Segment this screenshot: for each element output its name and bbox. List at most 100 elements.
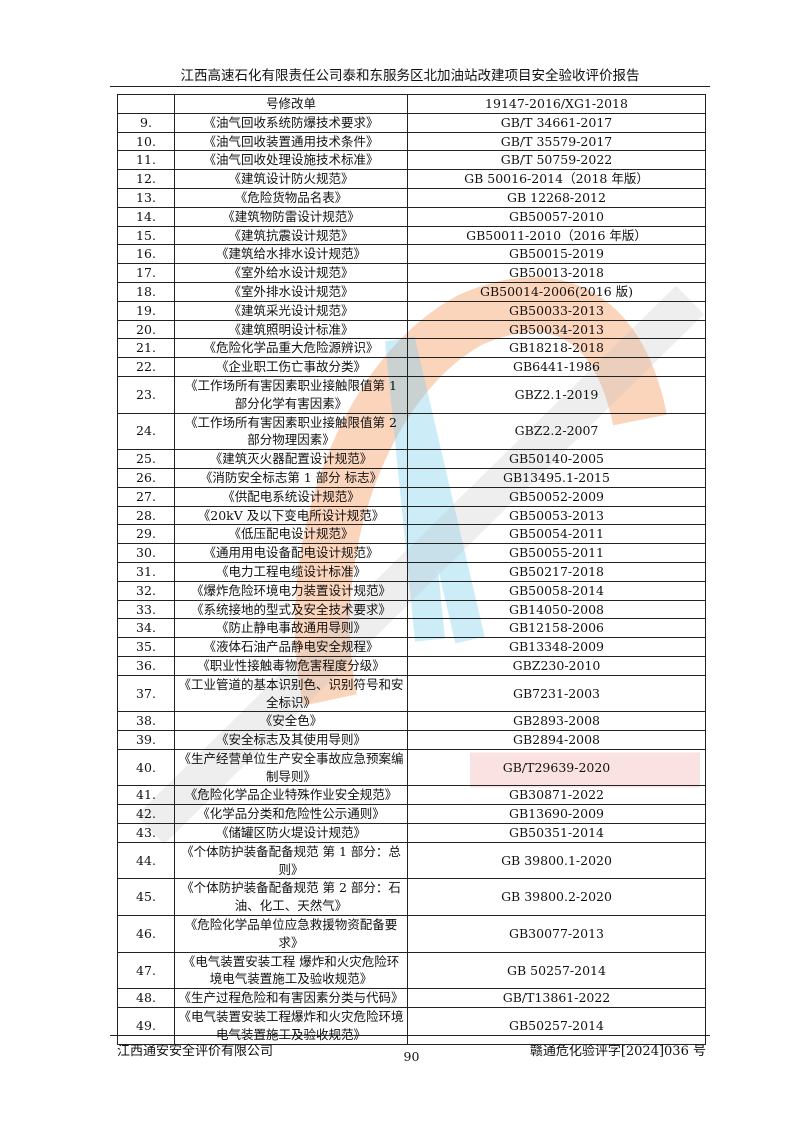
row-number: 14.	[117, 206, 175, 227]
standard-code: GB50058-2014	[407, 580, 706, 601]
page-body: 号修改单 19147-2016/XG1-2018 9. 《油气回收系统防爆技术要求》 G…	[117, 94, 706, 1065]
standard-code: GB/T 50759-2022	[407, 150, 706, 171]
standard-code: GB 39800.2-2020	[407, 878, 706, 917]
standard-title: 《生产过程危险和有害因素分类与代码》	[174, 988, 408, 1009]
table-row: 30. 《通用用电设备配电设计规范》 GB50055-2011	[117, 543, 706, 563]
standard-code: GB14050-2008	[407, 599, 706, 620]
table-row: 46. 《危险化学品单位应急救援物资配备要求》 GB30077-2013	[117, 915, 706, 953]
row-number: 24.	[117, 412, 175, 451]
standard-code: GB50140-2005	[407, 449, 706, 469]
standard-code: GB50033-2013	[407, 300, 706, 321]
standard-code: GB50034-2013	[407, 319, 706, 340]
standard-code: GB 50016-2014（2018 年版）	[407, 169, 706, 189]
table-row: 40. 《生产经营单位生产安全事故应急预案编制导则》 GB/T29639-2020	[117, 748, 706, 787]
row-number	[117, 94, 175, 114]
table-row: 42. 《化学品分类和危险性公示通则》 GB13690-2009	[117, 804, 706, 825]
standard-code: GB50055-2011	[407, 543, 706, 563]
standard-title: 《油气回收处理设施技术标准》	[174, 150, 408, 171]
table-row: 21. 《危险化学品重大危险源辨识》 GB18218-2018	[117, 338, 706, 359]
table-row: 11. 《油气回收处理设施技术标准》 GB/T 50759-2022	[117, 150, 706, 171]
standard-title: 《电力工程电缆设计标准》	[174, 561, 408, 582]
standard-code: GB13690-2009	[407, 804, 706, 825]
row-number: 13.	[117, 187, 175, 208]
standard-title: 《危险化学品企业特殊作业安全规范》	[174, 785, 408, 806]
table-row: 25. 《建筑灭火器配置设计规范》 GB50140-2005	[117, 449, 706, 469]
table-row: 10. 《油气回收装置通用技术条件》 GB/T 35579-2017	[117, 131, 706, 152]
standard-code: GB 50257-2014	[407, 951, 706, 990]
standard-title: 《建筑设计防火规范》	[174, 169, 408, 189]
table-row: 43. 《储罐区防火堤设计规范》 GB50351-2014	[117, 823, 706, 843]
row-number: 19.	[117, 300, 175, 321]
standard-title: 号修改单	[174, 94, 408, 114]
table-row: 47. 《电气装置安装工程 爆炸和火灾危险环境电气装置施工及验收规范》 GB 502…	[117, 951, 706, 990]
page-number: 90	[403, 1048, 420, 1064]
row-number: 33.	[117, 599, 175, 620]
standard-title: 《企业职工伤亡事故分类》	[174, 357, 408, 377]
standard-title: 《电气装置安装工程爆炸和火灾危险环境电气装置施工及验收规范》	[174, 1007, 408, 1045]
standard-code: GB 39800.1-2020	[407, 841, 706, 880]
standard-title: 《电气装置安装工程 爆炸和火灾危险环境电气装置施工及验收规范》	[174, 951, 408, 990]
table-row: 33. 《系统接地的型式及安全技术要求》 GB14050-2008	[117, 599, 706, 620]
standard-title: 《建筑采光设计规范》	[174, 300, 408, 321]
standard-title: 《建筑照明设计标准》	[174, 319, 408, 340]
standard-code: GB50052-2009	[407, 486, 706, 507]
table-row: 34. 《防止静电事故通用导则》 GB12158-2006	[117, 618, 706, 639]
table-row: 45. 《个体防护装备配备规范 第 2 部分：石油、化工、天然气》 GB 39800…	[117, 878, 706, 917]
standard-code: GB50351-2014	[407, 823, 706, 843]
row-number: 43.	[117, 823, 175, 843]
standard-title: 《液体石油产品静电安全规程》	[174, 637, 408, 657]
table-row: 23. 《工作场所有害因素职业接触限值第 1 部分化学有害因素》 GBZ2.1-20…	[117, 375, 706, 414]
row-number: 23.	[117, 375, 175, 414]
row-number: 30.	[117, 543, 175, 563]
header-divider	[110, 86, 710, 87]
standard-code: GB/T13861-2022	[407, 988, 706, 1009]
standard-title: 《危险化学品单位应急救援物资配备要求》	[174, 915, 408, 953]
standard-code: GB50015-2019	[407, 244, 706, 265]
standard-title: 《工业管道的基本识别色、识别符号和安全标识》	[174, 674, 408, 713]
row-number: 32.	[117, 580, 175, 601]
row-number: 42.	[117, 804, 175, 825]
row-number: 20.	[117, 319, 175, 340]
row-number: 27.	[117, 486, 175, 507]
row-number: 22.	[117, 357, 175, 377]
table-row: 号修改单 19147-2016/XG1-2018	[117, 94, 706, 114]
standard-code: GB50053-2013	[407, 505, 706, 526]
footer-report-number: 赣通危化验评字[2024]036 号	[529, 1044, 706, 1059]
table-row: 48. 《生产过程危险和有害因素分类与代码》 GB/T13861-2022	[117, 988, 706, 1009]
standard-title: 《供配电系统设计规范》	[174, 486, 408, 507]
table-row: 41. 《危险化学品企业特殊作业安全规范》 GB30871-2022	[117, 785, 706, 806]
standard-code: GB50217-2018	[407, 561, 706, 582]
table-row: 49. 《电气装置安装工程爆炸和火灾危险环境电气装置施工及验收规范》 GB50257…	[117, 1007, 706, 1045]
standard-title: 《油气回收装置通用技术条件》	[174, 131, 408, 152]
table-row: 26. 《消防安全标志第 1 部分 标志》 GB13495.1-2015	[117, 467, 706, 488]
standard-code: GB12158-2006	[407, 618, 706, 639]
table-row: 17. 《室外给水设计规范》 GB50013-2018	[117, 263, 706, 283]
table-row: 31. 《电力工程电缆设计标准》 GB50217-2018	[117, 561, 706, 582]
row-number: 37.	[117, 674, 175, 713]
standard-title: 《危险化学品重大危险源辨识》	[174, 338, 408, 359]
row-number: 40.	[117, 748, 175, 787]
standard-code: GBZ230-2010	[407, 655, 706, 676]
standard-title: 《室外排水设计规范》	[174, 281, 408, 302]
table-row: 35. 《液体石油产品静电安全规程》 GB13348-2009	[117, 637, 706, 657]
row-number: 46.	[117, 915, 175, 953]
table-row: 9. 《油气回收系统防爆技术要求》 GB/T 34661-2017	[117, 112, 706, 133]
row-number: 26.	[117, 467, 175, 488]
table-row: 24. 《工作场所有害因素职业接触限值第 2 部分物理因素》 GBZ2.2-2007	[117, 412, 706, 451]
standard-title: 《储罐区防火堤设计规范》	[174, 823, 408, 843]
row-number: 17.	[117, 263, 175, 283]
row-number: 31.	[117, 561, 175, 582]
standard-title: 《建筑灭火器配置设计规范》	[174, 449, 408, 469]
table-row: 44. 《个体防护装备配备规范 第 1 部分：总则》 GB 39800.1-2020	[117, 841, 706, 880]
row-number: 36.	[117, 655, 175, 676]
standard-title: 《工作场所有害因素职业接触限值第 2 部分物理因素》	[174, 412, 408, 451]
standard-title: 《生产经营单位生产安全事故应急预案编制导则》	[174, 748, 408, 787]
table-row: 18. 《室外排水设计规范》 GB50014-2006(2016 版)	[117, 281, 706, 302]
standard-code: GB50011-2010（2016 年版）	[407, 225, 706, 246]
standard-title: 《工作场所有害因素职业接触限值第 1 部分化学有害因素》	[174, 375, 408, 414]
standard-title: 《爆炸危险环境电力装置设计规范》	[174, 580, 408, 601]
standard-title: 《消防安全标志第 1 部分 标志》	[174, 467, 408, 488]
table-row: 29. 《低压配电设计规范》 GB50054-2011	[117, 524, 706, 545]
standard-code: GBZ2.2-2007	[407, 412, 706, 451]
row-number: 11.	[117, 150, 175, 171]
